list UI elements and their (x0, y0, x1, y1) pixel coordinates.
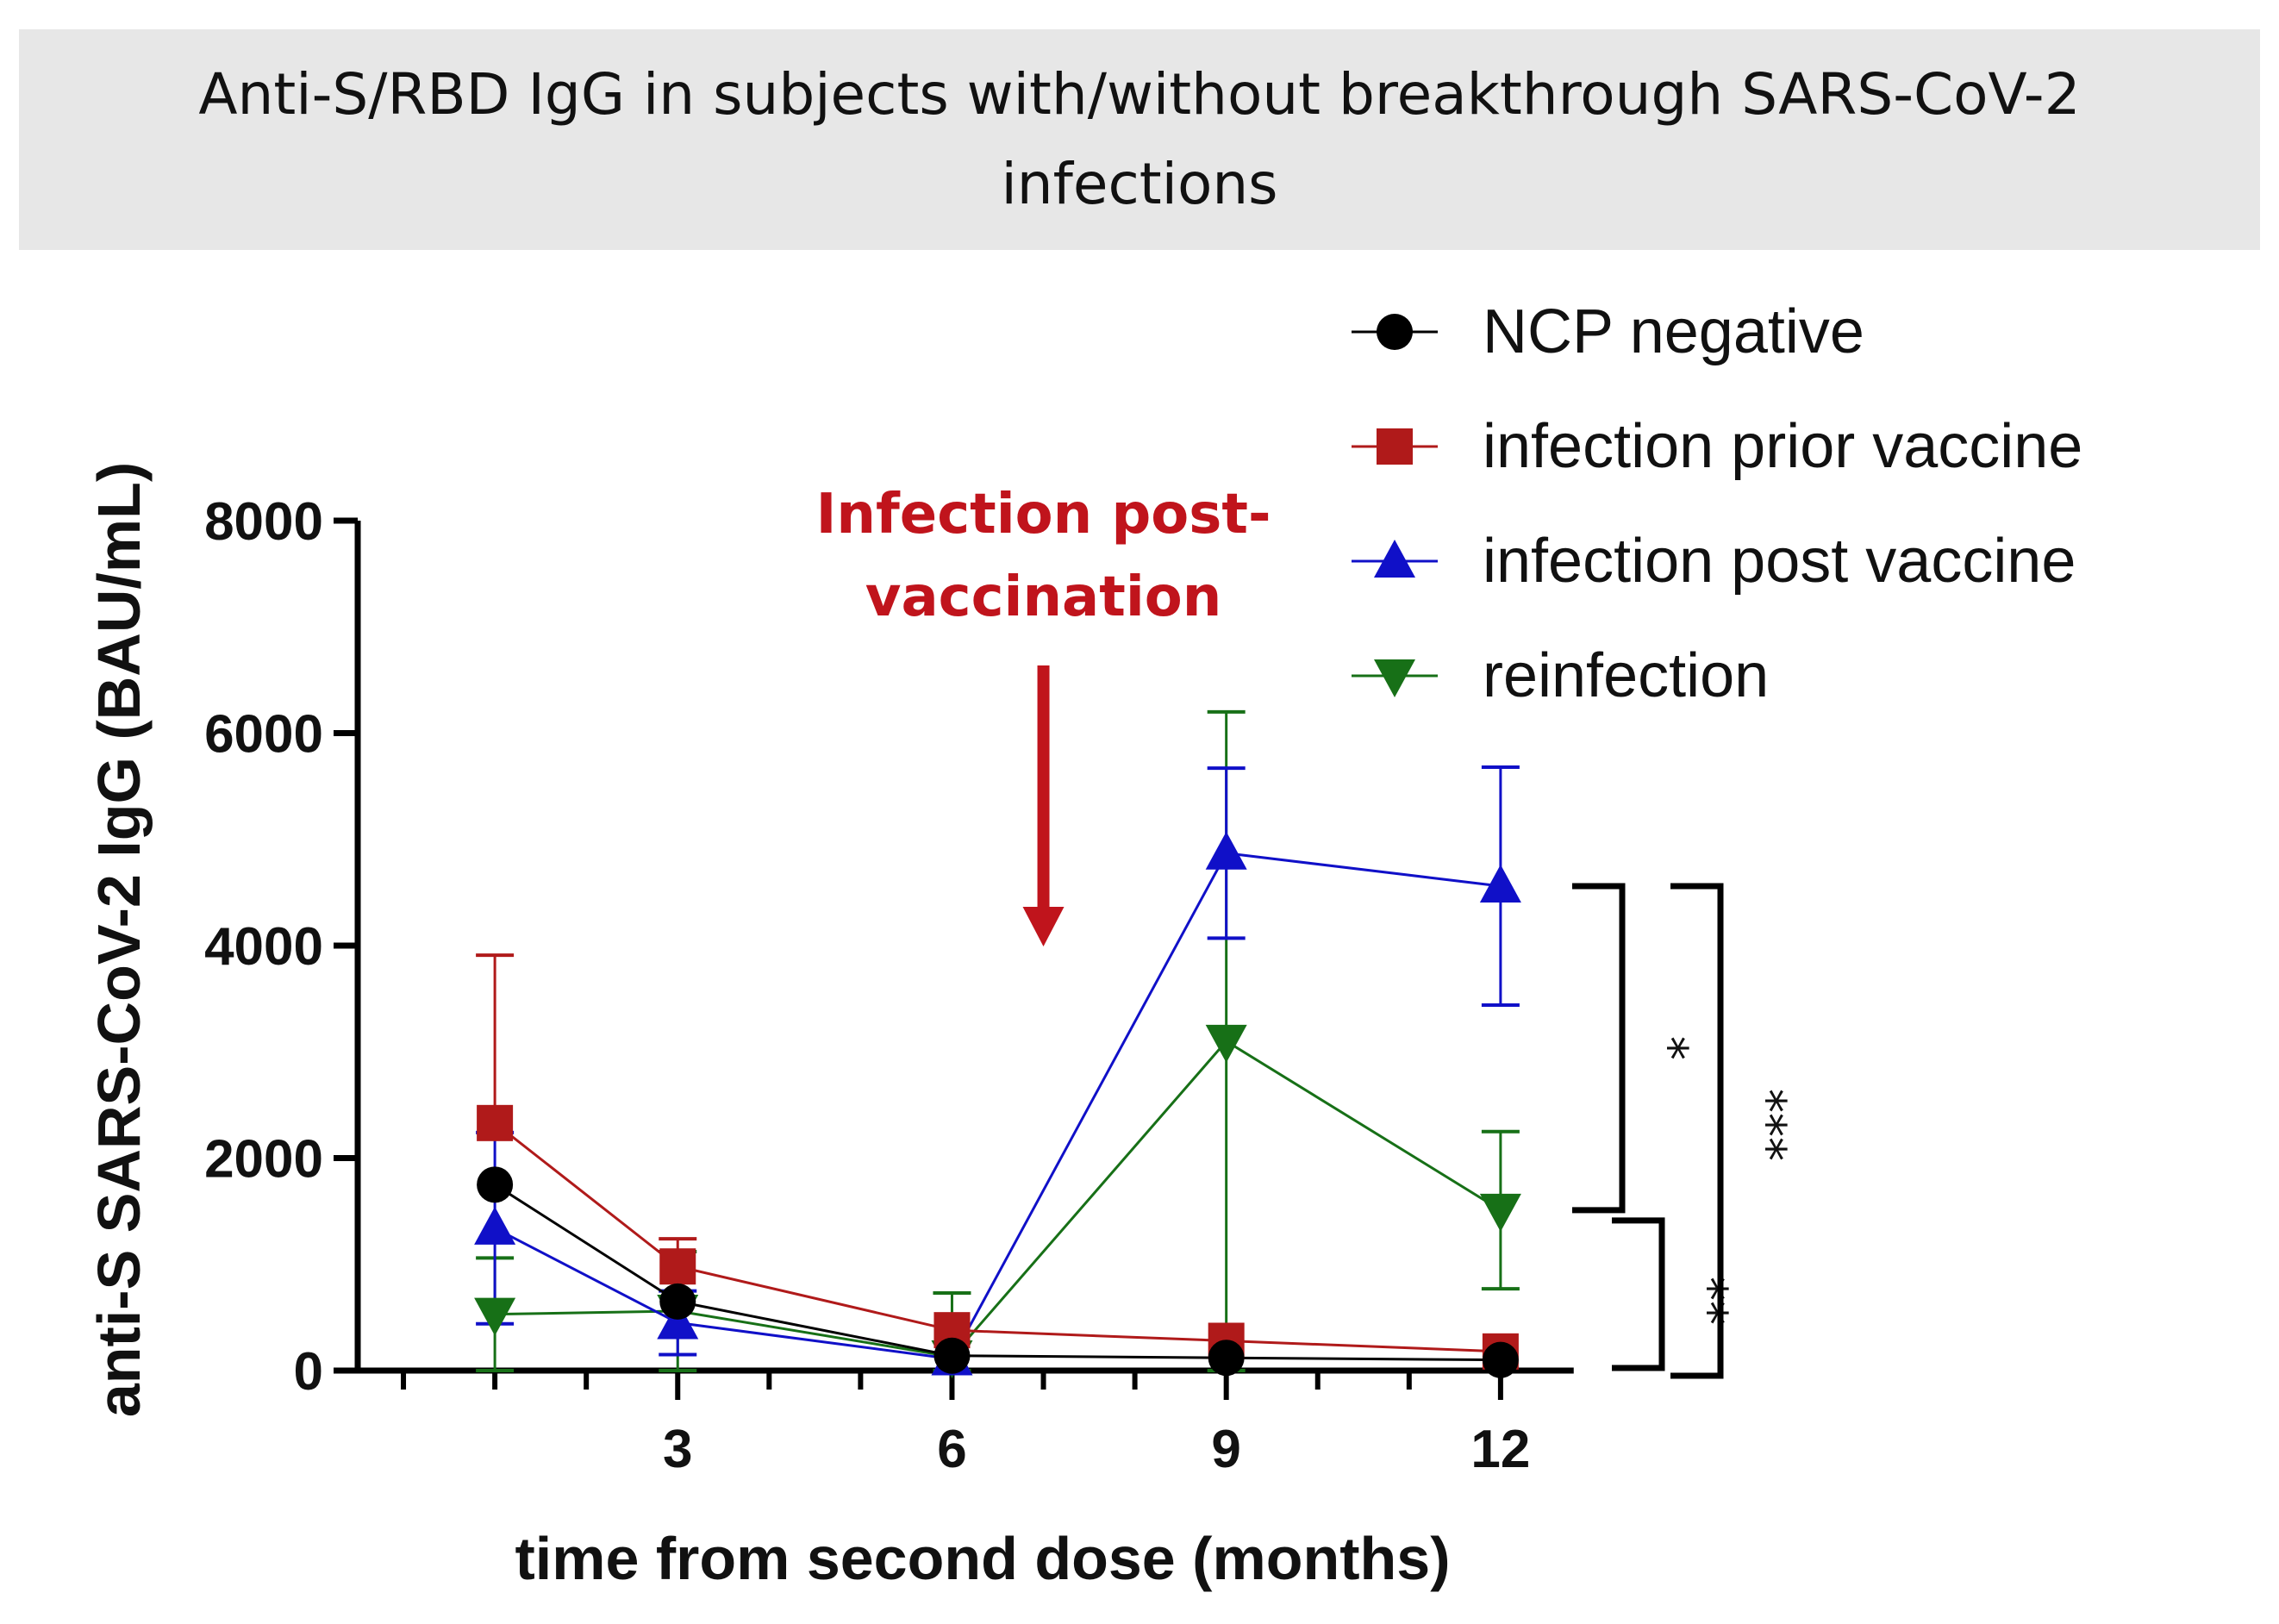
x-axis-title: time from second dose (months) (515, 1525, 1450, 1592)
annotation-arrow-head (1022, 907, 1065, 946)
data-point (933, 1337, 971, 1374)
data-point (1482, 1341, 1519, 1378)
bracket-line (1612, 1217, 1665, 1371)
x-tick-label: 9 (1211, 1420, 1240, 1479)
data-point (477, 1166, 514, 1203)
data-point (474, 1206, 516, 1245)
legend-label: NCP negative (1483, 297, 1864, 366)
chart-title: Anti-S/RBD IgG in subjects with/without … (198, 61, 2081, 217)
data-point (657, 1301, 699, 1340)
legend-swatch-marker (1377, 428, 1413, 465)
y-tick-label: 8000 (204, 492, 323, 552)
series-line (494, 852, 1502, 1361)
series-markers-3 (474, 1024, 1521, 1378)
significance-label: ** (1681, 1277, 1737, 1325)
bracket-line (1670, 883, 1724, 1379)
legend-item: infection prior vaccine (1352, 412, 2082, 481)
annotation-line1: Infection post- (816, 483, 1271, 547)
significance-bracket: ** (1612, 1217, 1737, 1371)
data-point (1479, 1193, 1521, 1232)
chart-title-box: Anti-S/RBD IgG in subjects with/without … (19, 29, 2260, 250)
data-point (1205, 831, 1247, 870)
legend-label: infection prior vaccine (1483, 412, 2082, 481)
series-markers-2 (474, 831, 1521, 1376)
legend-item: NCP negative (1352, 297, 1864, 366)
series-markers-0 (477, 1166, 1519, 1378)
data-point (474, 1297, 516, 1336)
annotation-line2: vaccination (865, 565, 1222, 629)
data-point (659, 1248, 696, 1285)
significance-label: *** (1739, 1089, 1795, 1161)
y-axis-title: anti-S SARS-CoV-2 IgG (BAU/mL) (85, 462, 153, 1417)
series-markers-1 (477, 1104, 1519, 1370)
legend-item: infection post vaccine (1352, 527, 2076, 596)
x-tick-label: 12 (1470, 1420, 1530, 1479)
significance-label: * (1641, 1036, 1697, 1060)
legend-item: reinfection (1352, 641, 1769, 710)
data-point (477, 1104, 514, 1141)
data-point (659, 1283, 696, 1320)
bracket-line (1572, 883, 1626, 1214)
legend-swatch-marker (1377, 314, 1413, 350)
series-2 (476, 765, 1520, 1361)
legend-swatch-marker (1374, 540, 1415, 578)
legend-label: infection post vaccine (1483, 527, 2076, 596)
data-point (1208, 1340, 1245, 1377)
legend-label: reinfection (1483, 641, 1769, 710)
y-tick-label: 6000 (204, 705, 323, 765)
significance-bracket: *** (1670, 883, 1795, 1379)
x-tick-label: 6 (937, 1420, 966, 1479)
data-point (1205, 1024, 1247, 1063)
x-tick-label: 3 (663, 1420, 692, 1479)
y-tick-label: 2000 (204, 1130, 323, 1190)
data-point (1479, 864, 1521, 903)
y-tick-label: 0 (294, 1342, 323, 1402)
legend-swatch-marker (1374, 659, 1415, 697)
series-line (494, 1121, 1501, 1353)
significance-bracket: * (1572, 883, 1697, 1214)
y-tick-label: 4000 (204, 917, 323, 977)
series-line (495, 1039, 1502, 1359)
